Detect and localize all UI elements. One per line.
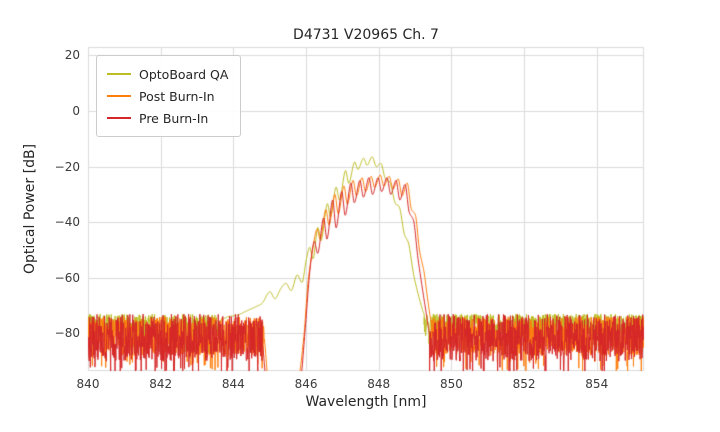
y-tick-label: −20 (54, 159, 80, 174)
x-tick-label: 846 (294, 377, 318, 391)
x-tick-label: 840 (76, 377, 100, 391)
x-tick-label: 854 (585, 377, 609, 391)
y-tick-label: 0 (72, 103, 80, 118)
legend-item: OptoBoard QA (107, 63, 228, 85)
y-tick-label: −60 (54, 270, 80, 285)
y-tick-label: −80 (54, 326, 80, 341)
x-tick-label: 848 (367, 377, 391, 391)
chart-title: D4731 V20965 Ch. 7 (293, 27, 439, 43)
x-tick-label: 842 (149, 377, 173, 391)
legend-item: Pre Burn-In (107, 107, 228, 129)
y-tick-label: −40 (54, 215, 80, 230)
legend-label: OptoBoard QA (139, 66, 229, 82)
x-axis-label: Wavelength [nm] (305, 394, 427, 410)
y-tick-label: 20 (64, 48, 80, 63)
x-tick-label: 850 (439, 377, 463, 391)
legend-label: Pre Burn-In (139, 110, 209, 126)
legend: OptoBoard QA Post Burn-In Pre Burn-In (96, 55, 242, 137)
legend-line-icon (107, 117, 131, 119)
legend-line-icon (107, 73, 131, 75)
legend-line-icon (107, 95, 131, 97)
legend-item: Post Burn-In (107, 85, 228, 107)
x-tick-label: 844 (221, 377, 245, 391)
y-axis-label: Optical Power [dB] (22, 143, 38, 275)
x-tick-label: 852 (512, 377, 536, 391)
legend-label: Post Burn-In (139, 88, 215, 104)
